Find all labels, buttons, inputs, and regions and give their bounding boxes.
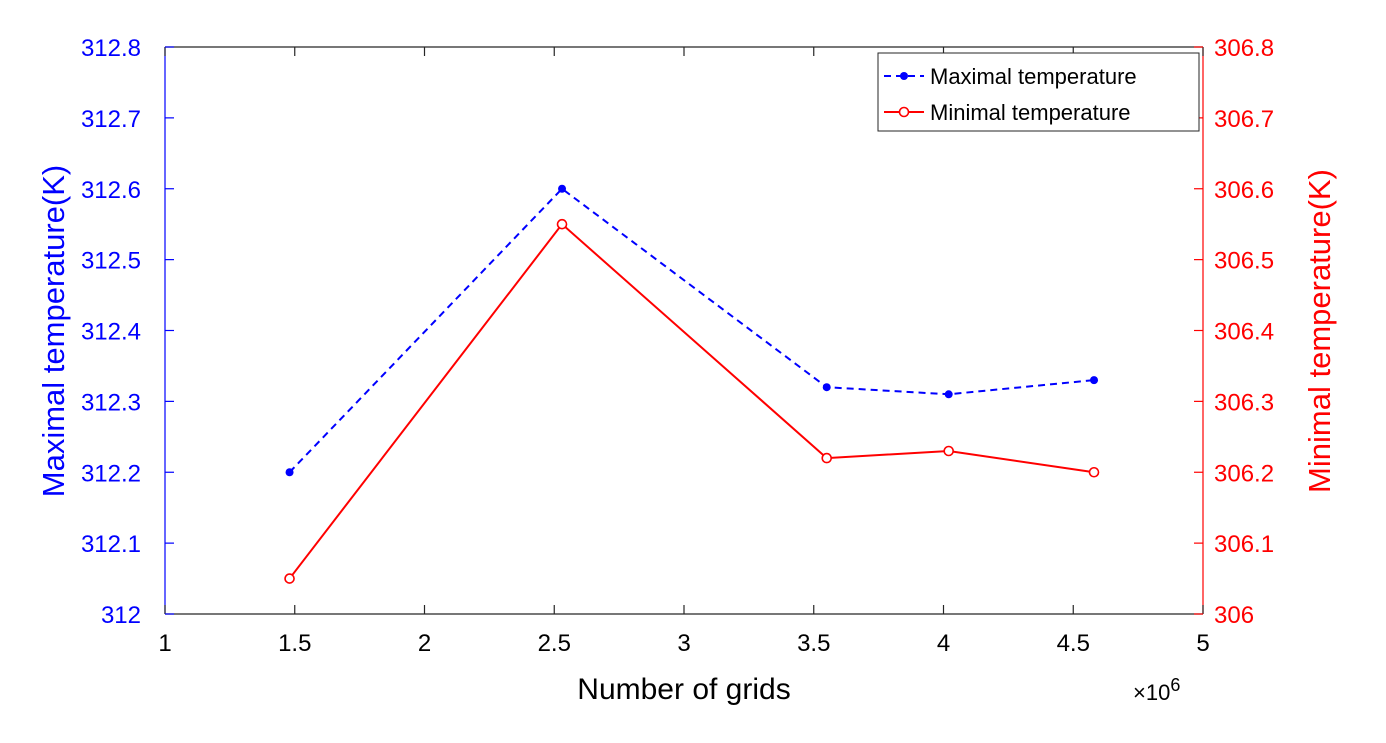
series-2 (284, 218, 1100, 584)
y-right-tick-label: 306.7 (1214, 106, 1274, 133)
plot-area (165, 47, 1203, 614)
data-point (558, 184, 567, 193)
y-right-tick-label: 306.6 (1214, 177, 1274, 204)
y-axis-right-label: Minimal temperature(K) (1302, 169, 1337, 493)
data-point (943, 445, 954, 457)
legend: Maximal temperature Minimal temperature (877, 52, 1200, 132)
x-tick-label: 4 (937, 630, 950, 657)
y-right-tick-label: 306.5 (1214, 248, 1274, 275)
x-tick-label: 4.5 (1057, 630, 1090, 657)
series-layer (284, 184, 1100, 584)
legend-entry-label: Maximal temperature (930, 64, 1137, 89)
data-point (284, 573, 295, 584)
data-point (1090, 376, 1099, 385)
y-left-tick-label: 312.7 (81, 106, 141, 133)
y-left-tick-label: 312.2 (81, 460, 141, 487)
x-tick-label: 2 (418, 630, 431, 657)
y-axis-left-label: Maximal temperature(K) (36, 165, 71, 497)
x-tick-label: 5 (1196, 630, 1209, 657)
x-axis-label: Number of grids (577, 673, 790, 706)
x-multiplier-base: ×10 (1133, 680, 1170, 705)
y-left-tick-label: 312.1 (81, 531, 141, 558)
x-multiplier-exponent: 6 (1170, 675, 1180, 695)
data-point (1088, 466, 1100, 478)
legend-entry-label: Minimal temperature (930, 100, 1131, 125)
data-point (821, 452, 833, 464)
data-point (822, 383, 831, 392)
y-left-tick-label: 312.6 (81, 177, 141, 204)
data-point (944, 390, 953, 399)
y-right-tick-label: 306.3 (1214, 389, 1274, 416)
y-right-tick-label: 306.1 (1214, 531, 1274, 558)
legend-marker (900, 72, 908, 80)
axes: 1 1.5 2 2.5 3 3.5 4 4.5 5 312 312.1 312.2 312.3 312.4… (81, 35, 1274, 657)
y-left-tick-label: 312.3 (81, 389, 141, 416)
y-left-tick-label: 312 (101, 602, 141, 629)
x-tick-label: 3.5 (797, 630, 830, 657)
x-tick-label: 2.5 (538, 630, 571, 657)
y-right-tick-label: 306.2 (1214, 460, 1274, 487)
legend-box (877, 52, 1200, 132)
x-axis-multiplier: ×106 (1133, 675, 1180, 705)
x-tick-label: 1 (158, 630, 171, 657)
data-point (556, 218, 568, 230)
series-1 (285, 184, 1099, 477)
y-right-tick-label: 306.8 (1214, 35, 1274, 62)
y-right-tick-label: 306 (1214, 602, 1254, 629)
x-tick-label: 1.5 (278, 630, 311, 657)
data-point (285, 468, 294, 477)
y-left-tick-label: 312.4 (81, 319, 141, 346)
y-left-tick-label: 312.8 (81, 35, 141, 62)
x-tick-label: 3 (677, 630, 690, 657)
y-left-tick-label: 312.5 (81, 248, 141, 275)
y-right-tick-label: 306.4 (1214, 319, 1274, 346)
legend-marker (898, 106, 910, 118)
